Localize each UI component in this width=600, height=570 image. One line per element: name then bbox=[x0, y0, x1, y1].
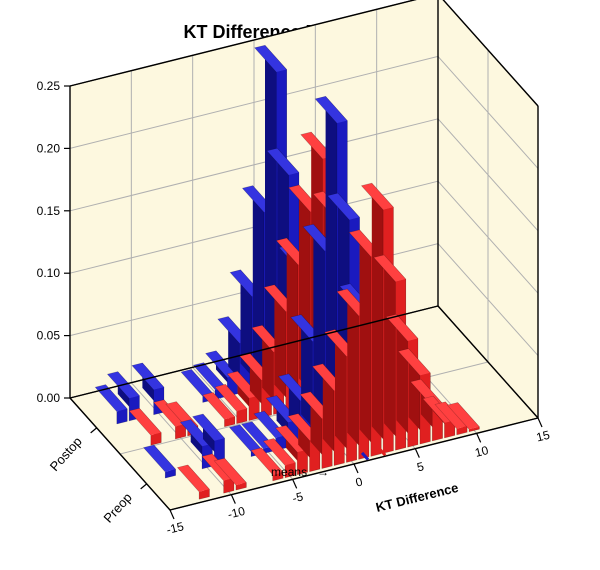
z-tick-4: 0.20 bbox=[37, 141, 61, 155]
z-tick-0: 0.00 bbox=[37, 391, 61, 405]
x-tick-6: 15 bbox=[535, 428, 552, 445]
y-label-preop: Preop bbox=[101, 490, 135, 526]
x-tick-5: 10 bbox=[474, 443, 491, 460]
z-tick-2: 0.10 bbox=[37, 266, 61, 280]
x-tick-3: 0 bbox=[354, 474, 364, 489]
x-tick-4: 5 bbox=[415, 459, 425, 474]
x-tick-1: -10 bbox=[226, 504, 247, 522]
z-tick-5: 0.25 bbox=[37, 79, 61, 93]
x-tick-2: -5 bbox=[291, 489, 305, 505]
x-axis-label: KT Difference bbox=[374, 480, 460, 515]
y-label-postop: Postop bbox=[47, 434, 85, 474]
z-tick-3: 0.15 bbox=[37, 204, 61, 218]
z-tick-1: 0.05 bbox=[37, 329, 61, 343]
x-tick-0: -15 bbox=[165, 519, 186, 537]
chart-3d-scene: means→ 0.000.050.100.150.200.25-15-10-50… bbox=[0, 0, 600, 570]
